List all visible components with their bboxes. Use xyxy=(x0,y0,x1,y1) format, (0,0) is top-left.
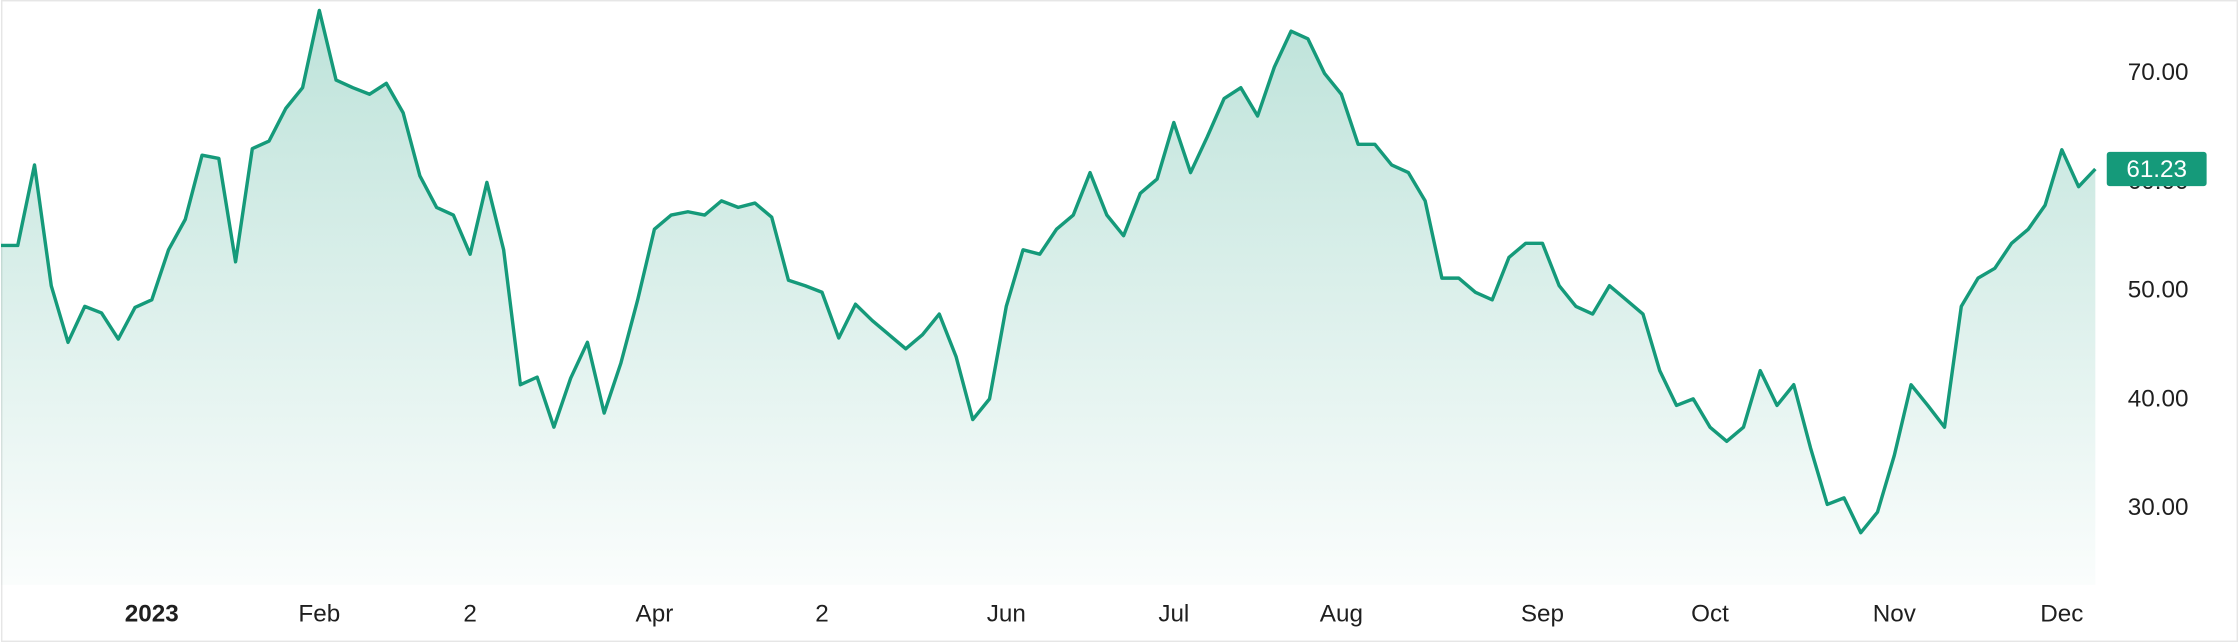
x-tick-label: Oct xyxy=(1691,600,1729,627)
x-tick-label: Aug xyxy=(1320,600,1363,627)
x-tick-label: Jun xyxy=(987,600,1026,627)
y-tick-label: 40.00 xyxy=(2128,385,2189,412)
price-line xyxy=(0,8,2097,535)
x-tick-label: 2 xyxy=(815,600,829,627)
last-value-label: 61.23 xyxy=(2126,156,2187,183)
x-tick-label: Apr xyxy=(636,600,674,627)
last-value-tag xyxy=(2106,151,2207,187)
x-tick-label: Sep xyxy=(1521,600,1564,627)
y-tick-label: 50.00 xyxy=(2128,277,2189,304)
x-tick-label: 2 xyxy=(463,600,477,627)
x-tick-label: Nov xyxy=(1873,600,1917,627)
area-fill xyxy=(0,10,2096,585)
x-tick-label: Feb xyxy=(298,600,340,627)
x-tick-label: Jul xyxy=(1158,600,1189,627)
y-tick-label: 30.00 xyxy=(2128,494,2189,521)
x-tick-label: Dec xyxy=(2040,600,2083,627)
y-tick-label: 70.00 xyxy=(2128,59,2189,86)
x-tick-label: 2023 xyxy=(125,600,179,627)
